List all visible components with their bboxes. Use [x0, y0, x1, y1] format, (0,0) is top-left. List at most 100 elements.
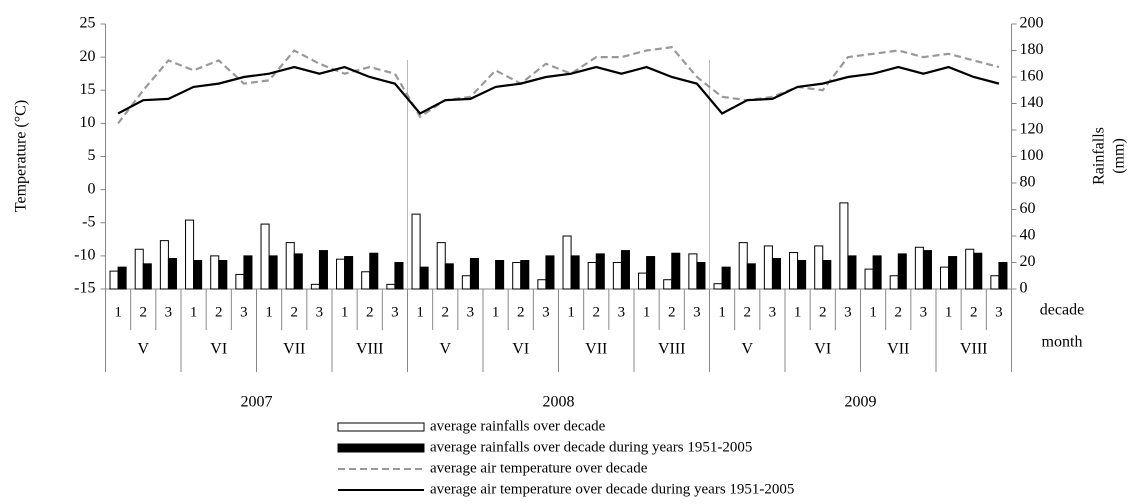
y-tick-label: -15 [74, 280, 95, 297]
y2-tick-label: 160 [1020, 68, 1044, 85]
year-label: 2009 [845, 394, 877, 411]
bar [595, 253, 605, 290]
month-label: VI [512, 341, 529, 358]
bar [771, 258, 781, 290]
month-label: VIII [960, 341, 988, 358]
bar [822, 260, 832, 290]
x-tick-label: 2 [970, 304, 978, 320]
bar [897, 253, 907, 290]
x-tick-label: 1 [643, 304, 651, 320]
bar [436, 242, 446, 290]
y-tick-label: 25 [80, 15, 96, 32]
y-tick-label: -5 [82, 213, 95, 230]
bar [570, 255, 580, 290]
bar [922, 250, 932, 290]
y-tick-label: 5 [88, 147, 96, 164]
x-tick-label: 1 [492, 304, 500, 320]
bar [260, 223, 270, 290]
bar [369, 252, 379, 290]
y2-tick-label: 200 [1020, 15, 1044, 32]
x-level-label: decade [1040, 302, 1084, 319]
bar [889, 275, 899, 290]
x-tick-label: 1 [416, 304, 424, 320]
x-tick-label: 2 [895, 304, 903, 320]
month-label: VI [814, 341, 831, 358]
x-tick-label: 1 [190, 304, 198, 320]
bar [411, 213, 421, 290]
month-label: VII [887, 341, 909, 358]
y2-axis-title: (mm) [1111, 138, 1128, 174]
x-tick-label: 2 [215, 304, 223, 320]
bar [361, 271, 371, 290]
bar [998, 262, 1008, 290]
bar [671, 252, 681, 290]
bar [663, 279, 673, 290]
month-label: VI [210, 341, 227, 358]
month-label: VIII [356, 341, 384, 358]
bar [587, 262, 597, 290]
legend-swatch [337, 443, 425, 453]
bar [386, 283, 396, 290]
x-tick-label: 2 [744, 304, 752, 320]
bar [948, 256, 958, 290]
bar [872, 255, 882, 290]
bar [512, 262, 522, 290]
x-tick-label: 3 [769, 304, 777, 320]
x-tick-label: 2 [366, 304, 374, 320]
x-tick-label: 3 [165, 304, 173, 320]
bar [620, 250, 630, 290]
y2-tick-label: 140 [1020, 94, 1044, 111]
y2-tick-label: 0 [1020, 280, 1028, 297]
x-tick-label: 2 [517, 304, 525, 320]
legend-swatch [337, 422, 425, 432]
x-tick-label: 3 [693, 304, 701, 320]
bar [638, 272, 648, 290]
bar [159, 240, 169, 290]
y-axis-title: Temperature (°C) [13, 100, 30, 212]
x-tick-label: 2 [593, 304, 601, 320]
bar [318, 250, 328, 290]
x-tick-label: 1 [265, 304, 273, 320]
bar [696, 262, 706, 290]
y2-tick-label: 80 [1020, 174, 1036, 191]
line [117, 65, 1000, 115]
y-tick-label: 20 [80, 48, 96, 65]
bar [444, 263, 454, 290]
bar [965, 248, 975, 290]
bar [914, 246, 924, 290]
bar [268, 255, 278, 290]
bar [545, 255, 555, 290]
y-tick-label: 0 [88, 180, 96, 197]
bar [495, 260, 505, 290]
bar [562, 235, 572, 290]
bar [461, 275, 471, 290]
y2-tick-label: 40 [1020, 227, 1036, 244]
bar [738, 242, 748, 290]
x-tick-label: 2 [819, 304, 827, 320]
bar [847, 255, 857, 290]
x-level-label: month [1042, 334, 1083, 351]
x-tick-label: 2 [140, 304, 148, 320]
legend-label: average rainfalls over decade during yea… [430, 439, 752, 455]
bar [973, 252, 983, 290]
y2-tick-label: 20 [1020, 253, 1036, 270]
bar [210, 255, 220, 290]
x-tick-label: 3 [391, 304, 399, 320]
x-tick-label: 1 [869, 304, 877, 320]
bar [336, 258, 346, 290]
month-label: VII [283, 341, 305, 358]
bar [520, 260, 530, 290]
month-label: VIII [658, 341, 686, 358]
x-tick-label: 1 [718, 304, 726, 320]
x-tick-label: 1 [567, 304, 575, 320]
month-label: VII [585, 341, 607, 358]
y-tick-label: 15 [80, 81, 96, 98]
bar [646, 256, 656, 290]
bar [721, 266, 731, 290]
x-tick-label: 3 [920, 304, 928, 320]
bar [293, 253, 303, 290]
bar [537, 279, 547, 290]
x-tick-label: 2 [291, 304, 299, 320]
x-tick-label: 2 [668, 304, 676, 320]
bar [839, 202, 849, 290]
